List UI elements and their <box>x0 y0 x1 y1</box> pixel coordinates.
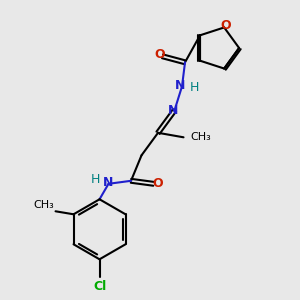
Text: Cl: Cl <box>93 280 106 293</box>
Text: N: N <box>174 79 185 92</box>
Text: N: N <box>103 176 114 189</box>
Text: O: O <box>220 20 231 32</box>
Text: H: H <box>190 81 199 94</box>
Text: N: N <box>168 104 178 117</box>
Text: CH₃: CH₃ <box>33 200 54 210</box>
Text: O: O <box>153 177 163 190</box>
Text: O: O <box>154 48 165 61</box>
Text: H: H <box>91 173 101 186</box>
Text: CH₃: CH₃ <box>190 132 211 142</box>
